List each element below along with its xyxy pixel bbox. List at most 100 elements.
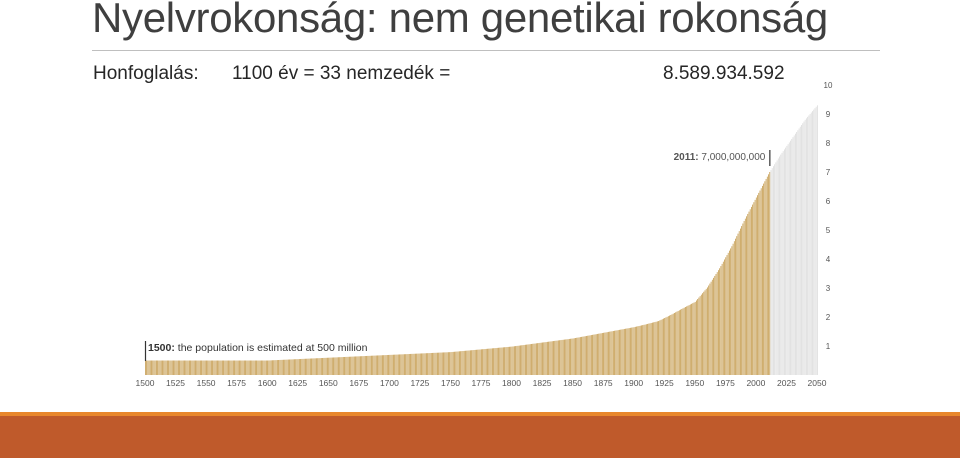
population-bar: [465, 350, 466, 375]
population-bar: [619, 329, 620, 375]
population-bar: [578, 337, 580, 375]
population-bar: [490, 348, 492, 375]
y-tick-label: 9: [826, 110, 831, 119]
population-bar: [275, 360, 277, 375]
population-bar: [191, 360, 193, 375]
population-bar: [286, 359, 288, 375]
population-bar: [496, 347, 498, 375]
population-bar: [643, 324, 645, 375]
population-bar: [531, 343, 532, 375]
population-bar: [686, 306, 688, 375]
population-bar: [698, 297, 700, 375]
population-bar: [306, 358, 308, 375]
population-bar: [252, 360, 254, 375]
population-bar: [246, 360, 248, 375]
population-bar: [432, 352, 433, 375]
population-bar: [621, 329, 623, 375]
population-bar: [572, 338, 574, 375]
population-bar: [627, 328, 629, 375]
projection-bar: [774, 164, 776, 375]
population-bar: [325, 357, 327, 375]
population-bar: [353, 356, 355, 375]
population-bar: [565, 339, 567, 375]
subtitle-result: 8.589.934.592: [663, 63, 785, 84]
population-bar: [301, 358, 303, 375]
projection-bar: [770, 170, 772, 375]
population-bar: [471, 350, 473, 375]
projection-bar: [788, 142, 790, 375]
population-bar: [209, 360, 211, 375]
population-bar: [758, 192, 760, 375]
population-bar: [452, 351, 454, 375]
population-bar: [151, 360, 152, 375]
population-bar: [330, 357, 332, 375]
population-bar: [533, 343, 535, 375]
x-tick-label: 1950: [685, 378, 704, 388]
population-bar: [616, 330, 618, 375]
population-bar: [605, 332, 607, 375]
projection-bar: [790, 140, 791, 375]
population-bar: [278, 360, 279, 375]
population-bar: [528, 344, 530, 375]
population-bar: [669, 315, 670, 375]
population-bar: [659, 320, 661, 375]
population-bar: [544, 342, 546, 375]
population-bar: [215, 360, 217, 375]
population-bar: [444, 352, 446, 375]
population-bar: [507, 346, 509, 375]
population-bar: [573, 338, 575, 375]
population-bar: [581, 336, 582, 375]
population-bar: [755, 197, 757, 375]
population-bar: [276, 360, 278, 375]
population-bar: [369, 355, 371, 375]
population-bar: [187, 360, 189, 375]
population-bar: [411, 353, 413, 375]
population-bar: [154, 360, 156, 375]
population-bar: [577, 337, 579, 375]
population-bar: [334, 357, 336, 375]
population-bar: [740, 228, 741, 375]
population-bar: [207, 360, 209, 375]
population-bar: [202, 360, 204, 375]
projection-bar: [817, 105, 818, 376]
population-bar: [399, 354, 400, 375]
population-bar: [633, 327, 635, 375]
population-bar: [538, 343, 540, 375]
population-bar: [522, 345, 524, 375]
population-bar: [333, 357, 334, 375]
population-bar: [721, 263, 723, 375]
population-bar: [685, 307, 686, 375]
population-bar: [382, 355, 383, 375]
x-tick-label: 1625: [288, 378, 307, 388]
population-bar: [667, 316, 669, 375]
population-bar: [467, 350, 469, 375]
population-bar: [184, 360, 185, 375]
population-bar: [292, 359, 294, 375]
population-bar: [764, 181, 766, 375]
population-bar: [593, 334, 595, 375]
population-bar: [663, 318, 664, 375]
population-bar: [267, 360, 268, 375]
population-bar: [428, 353, 430, 375]
population-bar: [738, 231, 740, 375]
population-bar: [223, 360, 224, 375]
population-bar: [182, 360, 184, 375]
population-bar: [539, 342, 541, 375]
x-tick-label: 1800: [502, 378, 521, 388]
population-bar: [147, 360, 149, 375]
projection-bar: [775, 162, 777, 375]
population-bar: [412, 353, 414, 375]
population-bar: [345, 356, 347, 375]
population-bar: [555, 340, 557, 375]
population-bar: [221, 360, 223, 375]
population-bar: [461, 351, 463, 375]
population-bar: [511, 346, 513, 375]
population-bar: [501, 347, 503, 375]
population-bar: [426, 353, 427, 375]
population-bar: [729, 250, 730, 375]
population-bar: [258, 360, 260, 375]
population-bar: [242, 360, 244, 375]
population-bar: [406, 354, 408, 375]
population-bar: [179, 360, 181, 375]
population-bar: [251, 360, 253, 375]
